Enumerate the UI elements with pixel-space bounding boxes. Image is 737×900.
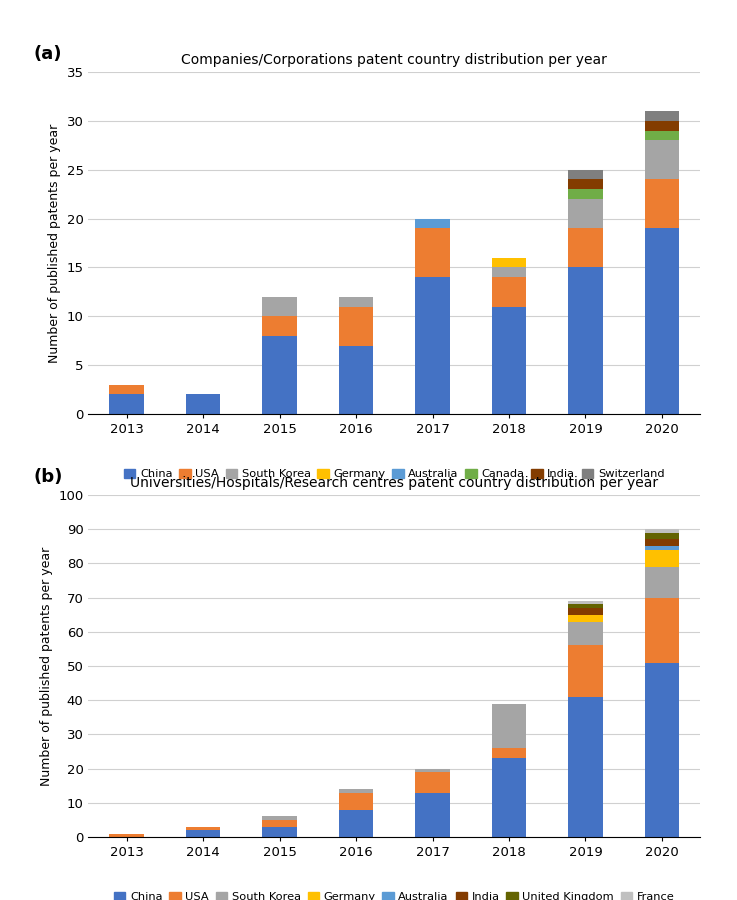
Bar	[568, 170, 603, 179]
Text: (a): (a)	[33, 45, 62, 63]
Bar	[262, 816, 297, 820]
Bar	[568, 601, 603, 605]
Bar	[416, 229, 450, 277]
Bar	[262, 820, 297, 827]
Bar	[339, 793, 373, 810]
Bar	[339, 297, 373, 307]
Bar	[492, 277, 526, 307]
Bar	[416, 793, 450, 837]
Bar	[568, 267, 603, 414]
Bar	[110, 833, 144, 837]
Bar	[645, 546, 679, 550]
Bar	[645, 533, 679, 539]
Bar	[645, 111, 679, 121]
Legend: China, USA, South Korea, Germany, Australia, Canada, India, Switzerland: China, USA, South Korea, Germany, Austra…	[119, 464, 669, 484]
Bar	[186, 830, 220, 837]
Bar	[645, 598, 679, 662]
Bar	[492, 759, 526, 837]
Bar	[645, 539, 679, 546]
Bar	[492, 307, 526, 414]
Bar	[645, 229, 679, 414]
Bar	[645, 130, 679, 140]
Bar	[645, 567, 679, 598]
Bar	[262, 336, 297, 414]
Bar	[568, 189, 603, 199]
Bar	[492, 257, 526, 267]
Title: Universities/Hospitals/Research centres patent country distribution per year: Universities/Hospitals/Research centres …	[130, 476, 658, 490]
Title: Companies/Corporations patent country distribution per year: Companies/Corporations patent country di…	[181, 53, 607, 67]
Bar	[416, 769, 450, 772]
Bar	[262, 827, 297, 837]
Bar	[339, 346, 373, 414]
Text: (b): (b)	[33, 468, 63, 486]
Bar	[645, 550, 679, 567]
Bar	[416, 219, 450, 229]
Bar	[645, 179, 679, 229]
Y-axis label: Number of published patents per year: Number of published patents per year	[48, 123, 61, 363]
Bar	[262, 297, 297, 316]
Bar	[416, 772, 450, 793]
Bar	[645, 121, 679, 130]
Bar	[645, 140, 679, 179]
Bar	[568, 179, 603, 189]
Bar	[262, 316, 297, 336]
Bar	[568, 615, 603, 622]
Bar	[110, 394, 144, 414]
Bar	[645, 529, 679, 533]
Bar	[339, 789, 373, 793]
Legend: China, USA, South Korea, Germany, Australia, India, United Kingdom, France: China, USA, South Korea, Germany, Austra…	[110, 887, 679, 900]
Bar	[568, 199, 603, 229]
Bar	[186, 394, 220, 414]
Bar	[492, 267, 526, 277]
Bar	[110, 384, 144, 394]
Bar	[568, 608, 603, 615]
Bar	[339, 810, 373, 837]
Bar	[568, 622, 603, 645]
Bar	[416, 277, 450, 414]
Bar	[339, 307, 373, 346]
Bar	[568, 229, 603, 267]
Bar	[568, 645, 603, 697]
Bar	[492, 704, 526, 748]
Bar	[186, 827, 220, 830]
Bar	[568, 605, 603, 608]
Y-axis label: Number of published patents per year: Number of published patents per year	[40, 546, 53, 786]
Bar	[645, 662, 679, 837]
Bar	[492, 748, 526, 759]
Bar	[568, 697, 603, 837]
